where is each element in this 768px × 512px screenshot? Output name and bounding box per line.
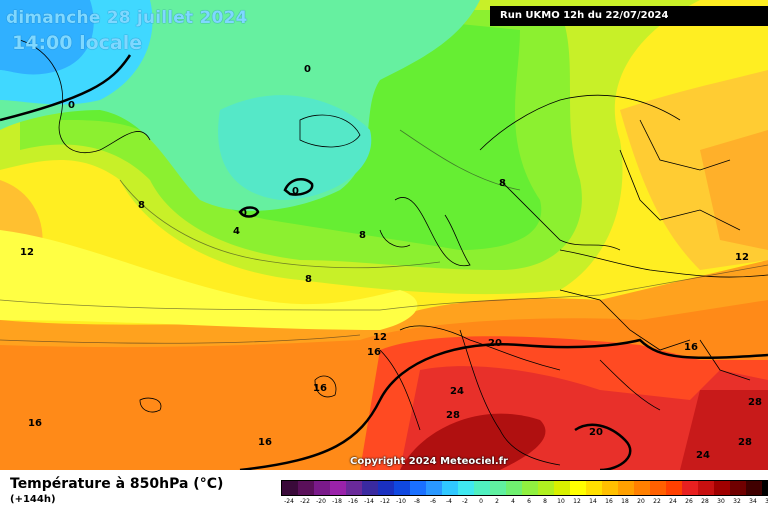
- color-swatch: [426, 481, 442, 495]
- contour-label: 8: [305, 274, 312, 285]
- color-swatch: [314, 481, 330, 495]
- contour-label: 4: [233, 226, 240, 237]
- forecast-lead-time: (+144h): [10, 494, 56, 505]
- color-scale-tick: -22: [300, 498, 310, 505]
- variable-title: Température à 850hPa (°C): [10, 476, 224, 492]
- color-scale-tick: -4: [446, 498, 452, 505]
- contour-label: 8: [138, 200, 145, 211]
- color-swatch: [298, 481, 314, 495]
- contour-label: 12: [373, 332, 387, 343]
- contour-label: 24: [450, 386, 464, 397]
- contour-label: 12: [20, 247, 34, 258]
- color-swatch: [506, 481, 522, 495]
- color-scale-tick: 0: [479, 498, 483, 505]
- color-scale-tick: -6: [430, 498, 436, 505]
- run-info-box: Run UKMO 12h du 22/07/2024: [490, 6, 768, 26]
- color-swatch: [602, 481, 618, 495]
- color-swatch: [282, 481, 298, 495]
- color-swatch: [362, 481, 378, 495]
- contour-label: 28: [738, 437, 752, 448]
- color-scale-tick: -8: [414, 498, 420, 505]
- contour-label: 12: [735, 252, 749, 263]
- color-swatch: [714, 481, 730, 495]
- contour-label: 28: [748, 397, 762, 408]
- color-scale-tick: 4: [511, 498, 515, 505]
- color-swatch: [458, 481, 474, 495]
- color-swatch: [522, 481, 538, 495]
- color-scale-tick: -12: [380, 498, 390, 505]
- color-scale-tick: -14: [364, 498, 374, 505]
- copyright-notice: Copyright 2024 Meteociel.fr: [350, 456, 508, 467]
- contour-label: 24: [696, 450, 710, 461]
- forecast-time: 14:00 locale: [12, 32, 143, 54]
- contour-label: 0: [68, 100, 75, 111]
- color-swatch: [618, 481, 634, 495]
- color-scale-tick: -10: [396, 498, 406, 505]
- color-swatch: [730, 481, 746, 495]
- color-swatch: [698, 481, 714, 495]
- temperature-map: dimanche 28 juillet 2024 14:00 locale Ru…: [0, 0, 768, 470]
- color-swatch: [554, 481, 570, 495]
- color-swatch: [586, 481, 602, 495]
- contour-label: 20: [488, 338, 502, 349]
- color-scale-tick: 8: [543, 498, 547, 505]
- color-swatch: [474, 481, 490, 495]
- contour-label: 16: [28, 418, 42, 429]
- color-swatch: [394, 481, 410, 495]
- contour-label: 16: [313, 383, 327, 394]
- color-scale-tick: 14: [589, 498, 597, 505]
- color-swatch: [346, 481, 362, 495]
- contour-label: 20: [589, 427, 603, 438]
- color-scale-tick: -2: [462, 498, 468, 505]
- color-swatch: [442, 481, 458, 495]
- forecast-date: dimanche 28 juillet 2024: [6, 8, 248, 28]
- color-swatch: [378, 481, 394, 495]
- color-scale-tick: 2: [495, 498, 499, 505]
- color-swatch: [650, 481, 666, 495]
- color-scale-ticks: -24 -22 -20 -18 -16 -14 -12 -10 -8 -6 -4 -2 0 2 4 6 8 10 1…: [281, 498, 768, 505]
- color-scale-tick: 34: [749, 498, 757, 505]
- contour-label: 0: [304, 64, 311, 75]
- color-swatch: [410, 481, 426, 495]
- color-scale-tick: -18: [332, 498, 342, 505]
- color-scale-tick: 10: [557, 498, 565, 505]
- color-swatch: [666, 481, 682, 495]
- color-swatch: [570, 481, 586, 495]
- color-scale-tick: 20: [637, 498, 645, 505]
- color-scale: [281, 480, 768, 496]
- color-scale-tick: 36: [765, 498, 768, 505]
- contour-label: 16: [258, 437, 272, 448]
- color-swatch: [330, 481, 346, 495]
- color-scale-tick: 32: [733, 498, 741, 505]
- color-swatch: [682, 481, 698, 495]
- color-scale-tick: 26: [685, 498, 693, 505]
- color-scale-tick: -16: [348, 498, 358, 505]
- color-scale-tick: -20: [316, 498, 326, 505]
- contour-label: 8: [499, 178, 506, 189]
- contour-label: 8: [359, 230, 366, 241]
- color-scale-tick: 28: [701, 498, 709, 505]
- color-scale-tick: 24: [669, 498, 677, 505]
- color-scale-tick: 22: [653, 498, 661, 505]
- color-swatch: [538, 481, 554, 495]
- contour-label: 28: [446, 410, 460, 421]
- contour-label: 0: [240, 208, 247, 219]
- color-scale-tick: -24: [284, 498, 294, 505]
- color-swatch: [746, 481, 762, 495]
- contour-label: 16: [367, 347, 381, 358]
- contour-label: 16: [684, 342, 698, 353]
- color-swatch: [762, 481, 768, 495]
- color-swatch: [490, 481, 506, 495]
- color-scale-tick: 18: [621, 498, 629, 505]
- legend-area: Température à 850hPa (°C) (+144h) -24 -22…: [0, 470, 768, 512]
- color-swatch: [634, 481, 650, 495]
- color-scale-tick: 12: [573, 498, 581, 505]
- contour-label: 0: [292, 186, 299, 197]
- color-scale-tick: 6: [527, 498, 531, 505]
- color-scale-tick: 30: [717, 498, 725, 505]
- map-fields: [0, 0, 768, 470]
- color-scale-tick: 16: [605, 498, 613, 505]
